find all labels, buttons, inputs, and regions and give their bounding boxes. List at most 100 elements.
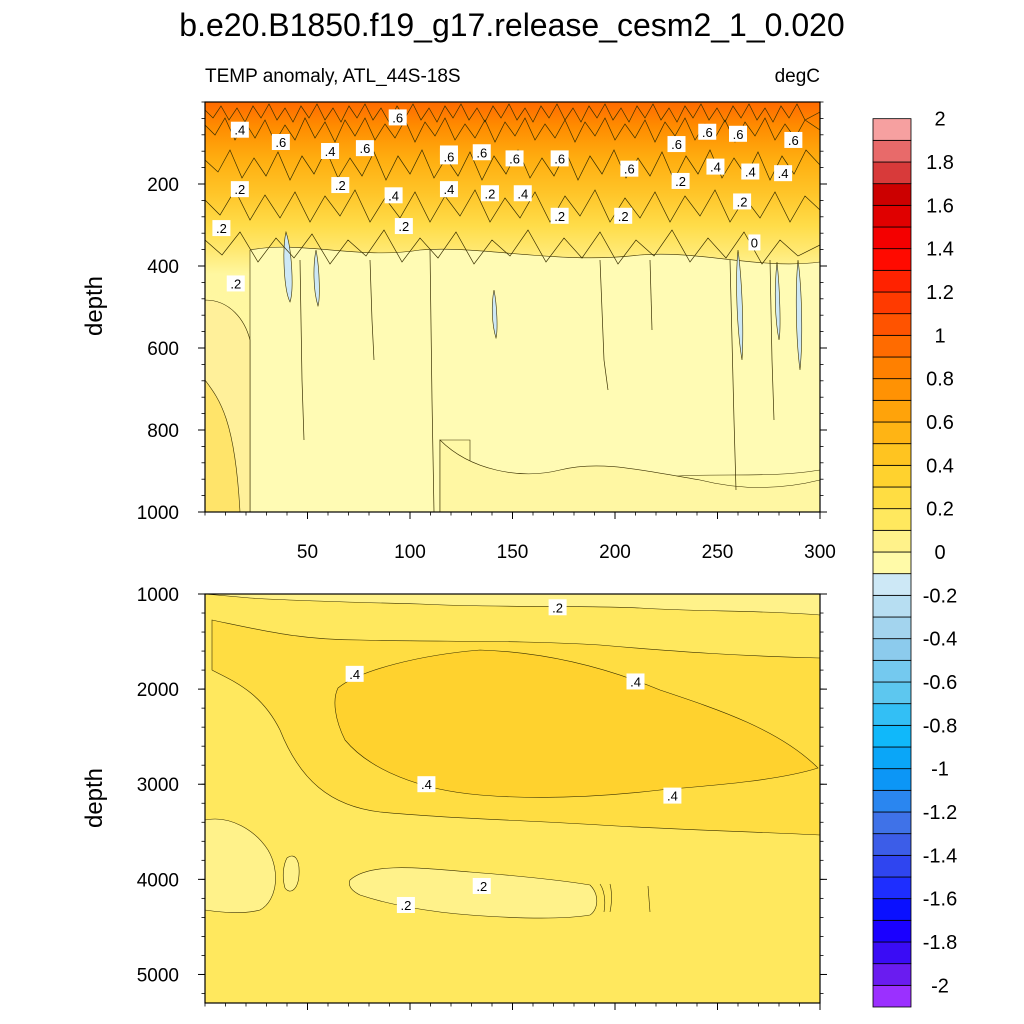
colorbar-box xyxy=(872,291,912,315)
contour-label-box xyxy=(345,665,364,682)
y-tick-label: 5000 xyxy=(137,965,179,986)
contour-label-box xyxy=(741,163,760,180)
colorbar-box xyxy=(872,833,912,856)
colorbar-tick-label: -1.8 xyxy=(923,932,957,954)
colorbar-box xyxy=(872,226,912,250)
contour-label-box xyxy=(439,181,458,198)
contour-label-box xyxy=(230,181,249,198)
contour-label-text: .2 xyxy=(618,209,629,224)
colorbar-box xyxy=(872,898,912,921)
contour-label-text: .6 xyxy=(275,135,286,150)
x-tick-label: 300 xyxy=(804,542,836,563)
upper-left-string: TEMP anomaly, ATL_44S-18S xyxy=(205,66,461,87)
colorbar-tick-label: -1.6 xyxy=(923,889,957,911)
contour-label: .4 xyxy=(741,163,760,180)
contour-label-box xyxy=(321,143,340,160)
contour-label-text: .4 xyxy=(234,123,245,138)
contour-label: .2 xyxy=(733,193,752,210)
contour-label-text: .2 xyxy=(476,879,487,894)
contour-label-text: .4 xyxy=(745,165,756,180)
colorbar-box xyxy=(872,356,912,380)
colorbar-box xyxy=(872,724,912,748)
colorbar-box xyxy=(872,984,912,1008)
contour-label-box xyxy=(472,877,491,894)
contour-label-box xyxy=(733,193,752,210)
colorbar-tick-label: -0.8 xyxy=(923,715,957,737)
y-tick-label: 4000 xyxy=(137,870,179,891)
colorbar-box xyxy=(872,659,912,683)
contour-label-box xyxy=(550,150,569,167)
contour-label: .2 xyxy=(394,218,413,235)
contour-label-box xyxy=(394,218,413,235)
contour-label: .6 xyxy=(472,144,491,161)
contour-label: 0 xyxy=(748,234,761,251)
x-tick-label: 200 xyxy=(599,542,631,563)
upper-x-ticks: 50 100 150 200 250 300 xyxy=(204,512,836,563)
contour-label: .6 xyxy=(550,150,569,167)
colorbar-box xyxy=(872,529,912,553)
contour-label-box xyxy=(331,177,350,194)
contour-label-box xyxy=(626,673,645,690)
y-tick-label: 3000 xyxy=(137,775,179,796)
contour-label-text: .6 xyxy=(671,137,682,152)
colorbar-box xyxy=(872,486,912,510)
colorbar-box xyxy=(872,334,912,358)
colorbar-box xyxy=(872,941,912,965)
contour-label: .6 xyxy=(667,136,686,153)
contour-label-text: .6 xyxy=(624,162,635,177)
contour-label: .4 xyxy=(513,185,532,202)
contour-label-box xyxy=(212,220,231,237)
contour-label-box xyxy=(774,165,793,182)
contour-label-text: .4 xyxy=(349,667,360,682)
colorbar-box xyxy=(872,594,912,618)
colorbar-box xyxy=(872,638,912,661)
contour-label-text: .4 xyxy=(517,186,528,201)
colorbar-box xyxy=(872,378,912,401)
colorbar-box xyxy=(872,681,912,705)
contour-label: .6 xyxy=(439,148,458,165)
contour-label: .2 xyxy=(548,599,567,616)
contour-label: .6 xyxy=(388,109,407,126)
colorbar-tick-label: -1.2 xyxy=(923,802,957,824)
contour-label: .6 xyxy=(698,123,717,140)
contour-label-text: .2 xyxy=(234,182,245,197)
contour-label-text: .6 xyxy=(733,127,744,142)
upper-contour-labels: .4 .6 .4 .6 .6 .2 .4 .2 .4 .6 .6 .6 .6 .4 .2 .4 .2 .2 .6 .6… xyxy=(212,109,803,292)
contour-label-text: .2 xyxy=(335,178,346,193)
contour-label-box xyxy=(439,148,458,165)
contour-label-text: .4 xyxy=(421,777,432,792)
x-tick-label: 50 xyxy=(297,542,318,563)
colorbar-box xyxy=(872,854,912,878)
y-tick-label: 600 xyxy=(147,339,179,360)
lower-y-axis-label: depth xyxy=(81,768,108,828)
contour-label-text: .4 xyxy=(778,166,789,181)
lower-contour-labels: .2 .4 .4 .4 .4 .2 .2 xyxy=(345,599,682,913)
y-tick-label: 800 xyxy=(147,421,179,442)
colorbar-tick-label: -0.2 xyxy=(923,585,957,607)
contour-label-text: .6 xyxy=(444,149,455,164)
lower-contour-fill xyxy=(205,594,820,1003)
contour-label-text: .6 xyxy=(509,151,520,166)
colorbar-box xyxy=(872,811,912,835)
contour-label: .2 xyxy=(396,896,415,913)
contour-label-text: .2 xyxy=(552,600,563,615)
contour-label-text: .6 xyxy=(476,145,487,160)
colorbar-tick-label: -0.4 xyxy=(923,629,957,651)
y-tick-label: 2000 xyxy=(137,680,179,701)
colorbar-box xyxy=(872,313,912,336)
colorbar-box xyxy=(872,204,912,228)
colorbar-tick-label: 1.6 xyxy=(926,195,954,217)
contour-label-text: .2 xyxy=(554,209,565,224)
contour-label-text: .6 xyxy=(392,110,403,125)
contour-label-text: 0 xyxy=(751,235,758,250)
upper-y-ticks: 200 400 600 800 1000 xyxy=(137,101,827,524)
contour-label-box xyxy=(620,160,639,177)
contour-label-text: .4 xyxy=(388,188,399,203)
contour-label-text: .6 xyxy=(788,133,799,148)
contour-label-text: .2 xyxy=(675,174,686,189)
colorbar-box xyxy=(872,443,912,466)
contour-label: .4 xyxy=(321,143,340,160)
colorbar-box xyxy=(872,399,912,423)
colorbar-box xyxy=(872,919,912,943)
